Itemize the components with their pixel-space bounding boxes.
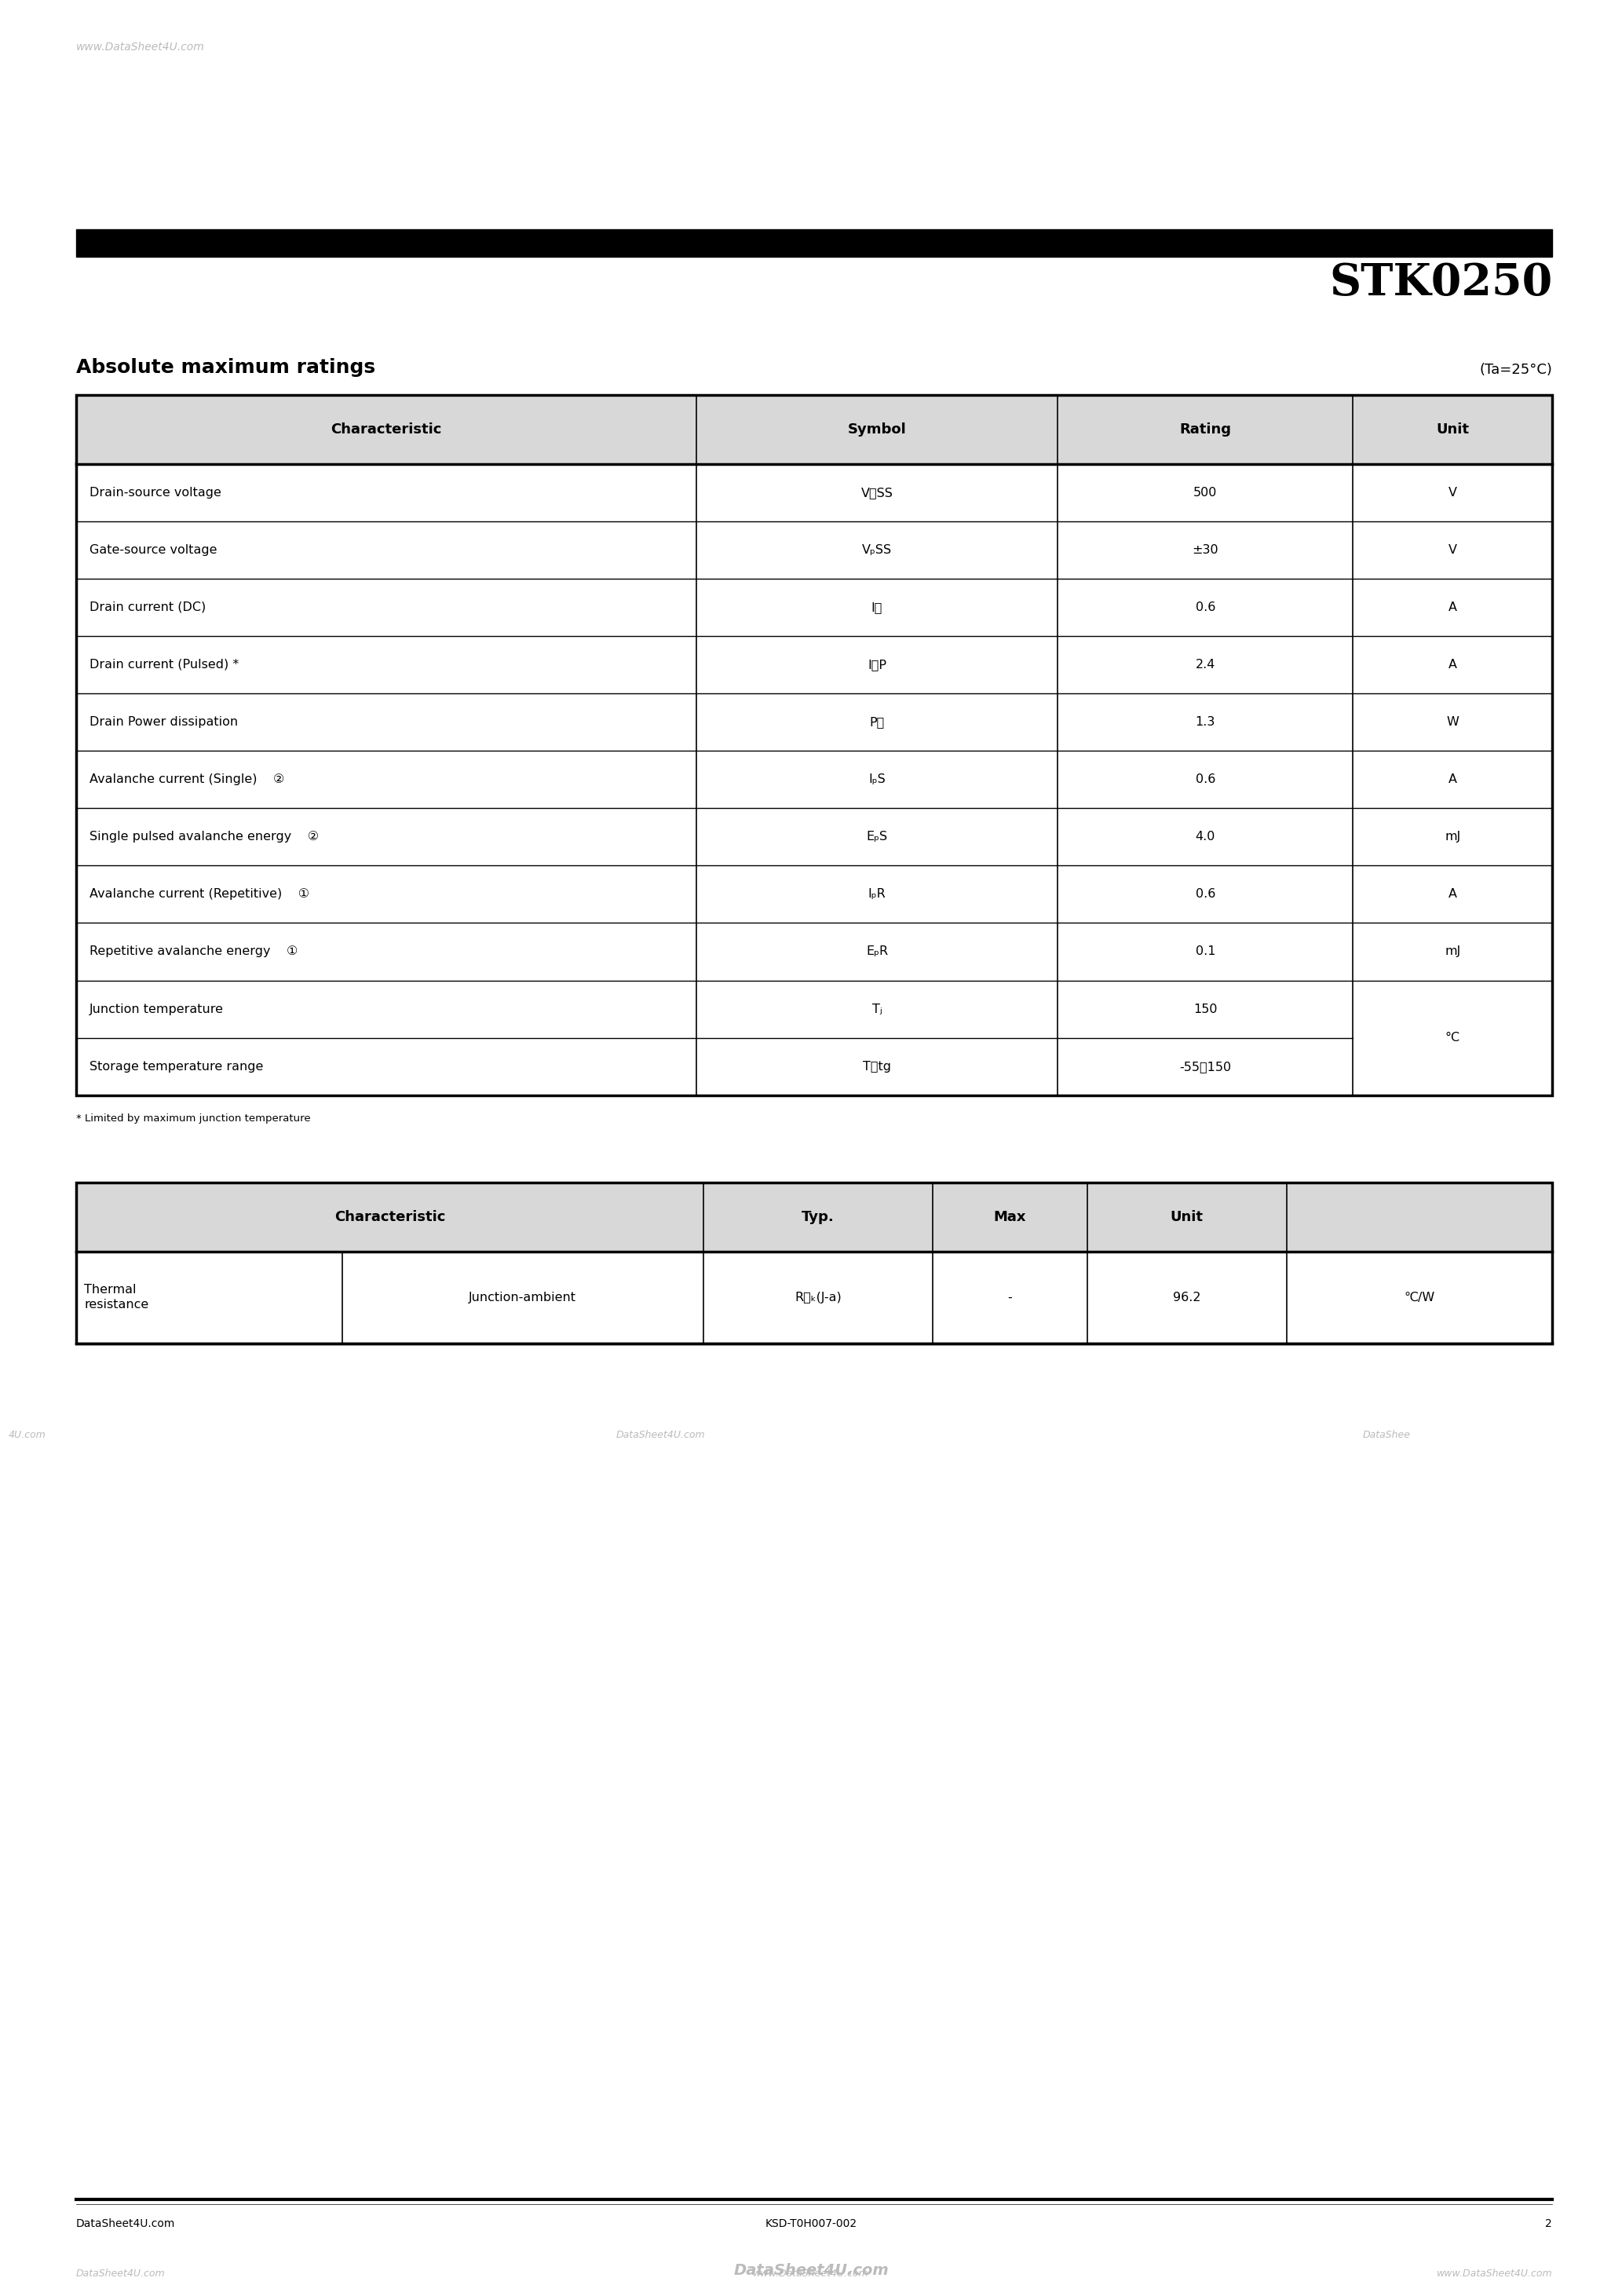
Text: Unit: Unit	[1171, 1210, 1204, 1224]
Text: STK0250: STK0250	[1328, 262, 1552, 305]
Bar	[76, 395, 1552, 464]
Bar	[76, 230, 1552, 257]
Text: 0.6: 0.6	[1195, 602, 1215, 613]
Text: W: W	[1447, 716, 1458, 728]
Text: Unit: Unit	[1435, 422, 1470, 436]
Text: Thermal
resistance: Thermal resistance	[84, 1283, 149, 1311]
Text: 4.0: 4.0	[1195, 831, 1215, 843]
Text: V: V	[1448, 544, 1457, 556]
Text: T₝tg: T₝tg	[863, 1061, 890, 1072]
Text: IₚR: IₚR	[868, 889, 886, 900]
Text: Max: Max	[994, 1210, 1027, 1224]
Text: 2: 2	[1546, 2218, 1552, 2229]
Text: -55～150: -55～150	[1179, 1061, 1231, 1072]
Text: www.DataSheet4U.com: www.DataSheet4U.com	[76, 41, 204, 53]
Text: DataSheet4U.com: DataSheet4U.com	[733, 2264, 889, 2278]
Text: mJ: mJ	[1445, 831, 1460, 843]
Text: (Ta=25°C): (Ta=25°C)	[1479, 363, 1552, 377]
Text: Repetitive avalanche energy    ①: Repetitive avalanche energy ①	[89, 946, 297, 957]
Text: Characteristic: Characteristic	[331, 422, 441, 436]
Text: °C: °C	[1445, 1031, 1460, 1045]
Text: I₝P: I₝P	[868, 659, 886, 670]
Text: * Limited by maximum junction temperature: * Limited by maximum junction temperatur…	[76, 1114, 311, 1123]
Text: R₝ₖ(J-a): R₝ₖ(J-a)	[795, 1290, 842, 1304]
Text: -: -	[1007, 1290, 1012, 1304]
Text: 4U.com: 4U.com	[8, 1430, 45, 1440]
Text: Drain Power dissipation: Drain Power dissipation	[89, 716, 238, 728]
Text: KSD-T0H007-002: KSD-T0H007-002	[766, 2218, 856, 2229]
Text: Typ.: Typ.	[801, 1210, 834, 1224]
Text: Absolute maximum ratings: Absolute maximum ratings	[76, 358, 375, 377]
Text: www.DataSheet4U.com: www.DataSheet4U.com	[1437, 2268, 1552, 2278]
Text: Tⱼ: Tⱼ	[873, 1003, 882, 1015]
Text: 500: 500	[1194, 487, 1218, 498]
Text: IₚS: IₚS	[868, 774, 886, 785]
Text: DataSheet4U.com: DataSheet4U.com	[76, 2268, 165, 2278]
Text: 0.1: 0.1	[1195, 946, 1215, 957]
Text: A: A	[1448, 602, 1457, 613]
Text: DataSheet4U.com: DataSheet4U.com	[616, 1430, 706, 1440]
Text: Rating: Rating	[1179, 422, 1231, 436]
Text: 96.2: 96.2	[1173, 1290, 1200, 1304]
Text: P₝: P₝	[869, 716, 884, 728]
Text: Characteristic: Characteristic	[334, 1210, 446, 1224]
Text: VₚSS: VₚSS	[861, 544, 892, 556]
Text: A: A	[1448, 774, 1457, 785]
Text: I₝: I₝	[871, 602, 882, 613]
Text: DataShee: DataShee	[1362, 1430, 1411, 1440]
Text: Junction-ambient: Junction-ambient	[469, 1290, 576, 1304]
Text: A: A	[1448, 889, 1457, 900]
Bar	[76, 1182, 1552, 1251]
Text: Drain-source voltage: Drain-source voltage	[89, 487, 221, 498]
Text: EₚS: EₚS	[866, 831, 887, 843]
Text: 0.6: 0.6	[1195, 889, 1215, 900]
Text: www.DataSheet4U.com: www.DataSheet4U.com	[753, 2268, 869, 2278]
Text: mJ: mJ	[1445, 946, 1460, 957]
Text: DataSheet4U.com: DataSheet4U.com	[76, 2218, 175, 2229]
Text: 2.4: 2.4	[1195, 659, 1215, 670]
Bar	[76, 395, 1552, 1095]
Text: 1.3: 1.3	[1195, 716, 1215, 728]
Text: Drain current (DC): Drain current (DC)	[89, 602, 206, 613]
Text: Gate-source voltage: Gate-source voltage	[89, 544, 217, 556]
Text: V₝SS: V₝SS	[861, 487, 894, 498]
Text: V: V	[1448, 487, 1457, 498]
Text: Storage temperature range: Storage temperature range	[89, 1061, 263, 1072]
Bar	[76, 1182, 1552, 1343]
Text: Drain current (Pulsed) *: Drain current (Pulsed) *	[89, 659, 238, 670]
Text: Avalanche current (Repetitive)    ①: Avalanche current (Repetitive) ①	[89, 889, 310, 900]
Text: ±30: ±30	[1192, 544, 1218, 556]
Text: Single pulsed avalanche energy    ②: Single pulsed avalanche energy ②	[89, 831, 318, 843]
Text: ℃/W: ℃/W	[1405, 1290, 1435, 1304]
Text: Symbol: Symbol	[848, 422, 907, 436]
Text: Avalanche current (Single)    ②: Avalanche current (Single) ②	[89, 774, 284, 785]
Text: 150: 150	[1194, 1003, 1218, 1015]
Text: 0.6: 0.6	[1195, 774, 1215, 785]
Text: Junction temperature: Junction temperature	[89, 1003, 224, 1015]
Text: A: A	[1448, 659, 1457, 670]
Text: EₚR: EₚR	[866, 946, 887, 957]
